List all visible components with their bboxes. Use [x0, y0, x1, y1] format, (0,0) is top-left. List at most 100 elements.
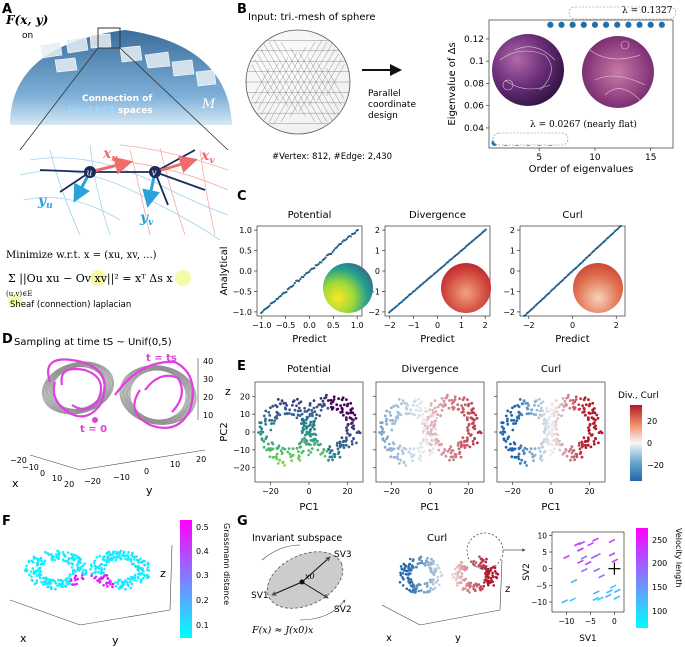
f-point	[137, 572, 140, 576]
mesh-edge	[251, 64, 270, 97]
svg-text:u: u	[87, 169, 93, 179]
f-point	[123, 554, 127, 558]
e-point	[303, 437, 306, 440]
e-point	[451, 455, 455, 459]
e-point	[306, 416, 310, 419]
e-point	[400, 449, 404, 453]
e-point	[351, 407, 354, 410]
c-point	[560, 279, 564, 282]
g-point	[465, 583, 469, 586]
e-point	[349, 401, 353, 405]
e-point	[573, 458, 576, 462]
g-point	[435, 581, 438, 584]
e-point	[587, 429, 591, 432]
g-point	[401, 572, 405, 575]
g-point	[485, 557, 488, 561]
e-point	[348, 433, 352, 437]
e-point	[470, 416, 474, 420]
e-point	[472, 421, 475, 424]
x-tick-label: −10	[558, 617, 574, 626]
f-point	[36, 564, 39, 567]
lorenz-loop	[128, 369, 188, 421]
x0-point	[299, 579, 305, 585]
e-point	[300, 422, 303, 425]
c-point	[583, 258, 586, 262]
e-point	[586, 436, 590, 440]
g-point	[481, 587, 484, 591]
e-point	[380, 430, 384, 433]
e-point	[463, 446, 467, 449]
e-point	[577, 444, 581, 447]
f-point	[24, 567, 28, 571]
mesh-edge	[254, 62, 279, 105]
y-tick-label: −1	[503, 287, 515, 296]
e-point	[547, 418, 550, 422]
e-point	[418, 454, 422, 458]
e-point	[340, 398, 344, 402]
c-point	[616, 227, 620, 230]
e-point	[550, 432, 554, 436]
e-point	[545, 437, 548, 440]
e-point	[396, 414, 399, 418]
f-point	[71, 556, 75, 560]
e-point	[513, 455, 517, 459]
svg-text:0: 0	[144, 467, 149, 476]
mesh-edge	[326, 67, 345, 100]
e-point	[430, 451, 434, 454]
e-point	[465, 436, 469, 440]
c-point	[588, 253, 592, 256]
e-point	[389, 414, 393, 417]
e-point	[452, 406, 456, 410]
e-point	[293, 408, 297, 412]
f-point	[107, 560, 110, 563]
g-point	[458, 570, 461, 574]
e-point	[517, 414, 520, 418]
c-point	[339, 242, 343, 245]
e-point	[452, 458, 455, 462]
c-point	[608, 235, 611, 238]
e-point	[388, 442, 391, 446]
f-point	[30, 578, 34, 582]
e-point	[574, 452, 578, 456]
sv3-label: SV3	[334, 550, 352, 560]
f-point	[50, 556, 54, 560]
velocity-arrow	[613, 588, 621, 594]
e-point	[513, 447, 517, 451]
e-point	[300, 438, 304, 441]
e-point	[263, 419, 267, 423]
g-point	[479, 565, 483, 568]
e-point	[330, 449, 334, 452]
f-point	[28, 573, 31, 577]
g-point	[428, 590, 431, 594]
mesh-edge	[317, 59, 342, 102]
e-point	[265, 448, 268, 452]
e-point	[413, 413, 417, 417]
c-point	[356, 228, 359, 232]
e-point	[506, 437, 510, 441]
f-point	[115, 552, 119, 556]
e-point	[553, 433, 556, 436]
e-point	[557, 405, 561, 409]
e-point	[327, 458, 330, 462]
e-point	[420, 409, 423, 413]
e-point	[445, 396, 449, 399]
e-point	[311, 411, 314, 415]
e-point	[593, 411, 597, 415]
velocity-arrow	[592, 537, 599, 542]
eigenvalue-point	[546, 21, 555, 29]
e-point	[347, 445, 351, 449]
svg-text:design: design	[368, 111, 398, 121]
e-point	[586, 443, 590, 447]
curl-sphere	[573, 263, 623, 313]
lambda-low: λ = 0.0267 (nearly flat)	[530, 119, 637, 130]
e-point	[539, 406, 543, 410]
f-point	[70, 566, 74, 569]
e-point	[414, 408, 418, 412]
e-point	[584, 413, 587, 417]
f-point	[67, 557, 71, 560]
e-point	[421, 412, 425, 416]
c-point	[302, 276, 305, 279]
e-point	[461, 410, 465, 414]
e-point	[582, 398, 586, 402]
e-point	[434, 410, 438, 413]
